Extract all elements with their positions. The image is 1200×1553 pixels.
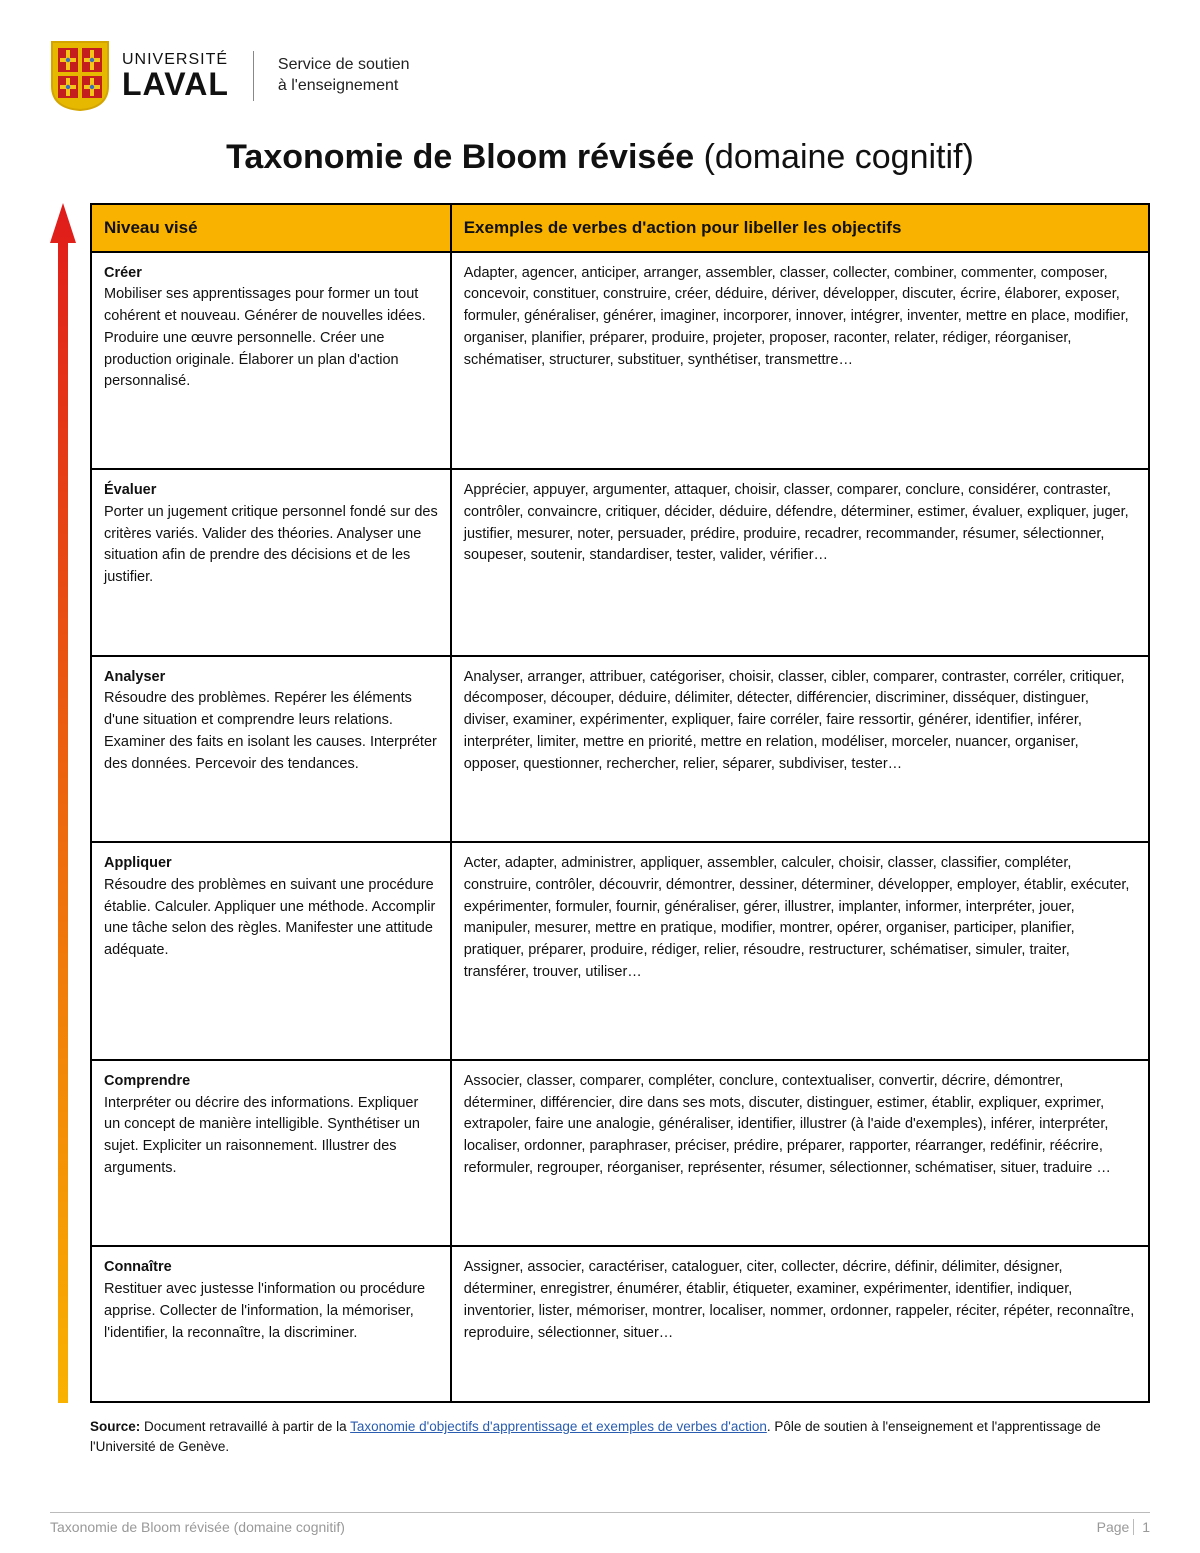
level-title: Créer [104, 265, 142, 281]
table-row: Analyser Résoudre des problèmes. Repérer … [91, 656, 1149, 843]
level-desc: Résoudre des problèmes en suivant une pr… [104, 877, 435, 958]
page-label: Page [1097, 1519, 1130, 1535]
level-title: Évaluer [104, 482, 156, 498]
page-title: Taxonomie de Bloom révisée (domaine cogn… [50, 138, 1150, 177]
title-bold: Taxonomie de Bloom révisée [226, 138, 694, 176]
level-cell: Évaluer Porter un jugement critique perso… [91, 469, 451, 656]
title-rest: (domaine cognitif) [694, 138, 974, 176]
level-title: Comprendre [104, 1073, 190, 1089]
level-desc: Restituer avec justesse l'information ou… [104, 1281, 425, 1341]
source-note: Source: Document retravaillé à partir de… [90, 1417, 1150, 1456]
bloom-table: Niveau visé Exemples de verbes d'action … [90, 203, 1150, 1403]
verbs-cell: Analyser, arranger, attribuer, catégoris… [451, 656, 1149, 843]
university-name: UNIVERSITÉ LAVAL [122, 52, 229, 100]
table-row: Appliquer Résoudre des problèmes en suiva… [91, 842, 1149, 1060]
table-row: Créer Mobiliser ses apprentissages pour f… [91, 252, 1149, 470]
col1-header: Niveau visé [91, 204, 451, 252]
source-prefix: Source: [90, 1419, 144, 1434]
university-line2: LAVAL [122, 68, 229, 100]
header-divider [253, 51, 254, 101]
page: UNIVERSITÉ LAVAL Service de soutien à l'… [0, 0, 1200, 1553]
table-row: Évaluer Porter un jugement critique perso… [91, 469, 1149, 656]
service-line1: Service de soutien [278, 55, 410, 76]
level-desc: Interpréter ou décrire des informations.… [104, 1095, 420, 1176]
footer-left: Taxonomie de Bloom révisée (domaine cogn… [50, 1519, 345, 1535]
table-row: Comprendre Interpréter ou décrire des inf… [91, 1060, 1149, 1247]
logo-block: UNIVERSITÉ LAVAL [50, 40, 229, 112]
source-link[interactable]: Taxonomie d'objectifs d'apprentissage et… [350, 1419, 767, 1434]
level-cell: Analyser Résoudre des problèmes. Repérer … [91, 656, 451, 843]
level-cell: Appliquer Résoudre des problèmes en suiva… [91, 842, 451, 1060]
level-title: Analyser [104, 669, 165, 685]
content-row: Niveau visé Exemples de verbes d'action … [50, 203, 1150, 1403]
level-desc: Mobiliser ses apprentissages pour former… [104, 286, 426, 389]
verbs-cell: Acter, adapter, administrer, appliquer, … [451, 842, 1149, 1060]
level-desc: Porter un jugement critique personnel fo… [104, 504, 438, 585]
arrow-column [50, 203, 76, 1403]
footer-right: Page 1 [1097, 1519, 1150, 1535]
level-cell: Connaître Restituer avec justesse l'infor… [91, 1246, 451, 1402]
verbs-cell: Apprécier, appuyer, argumenter, attaquer… [451, 469, 1149, 656]
level-title: Connaître [104, 1259, 172, 1275]
upward-arrow-icon [50, 203, 76, 1403]
page-number: 1 [1133, 1519, 1150, 1535]
level-desc: Résoudre des problèmes. Repérer les élém… [104, 690, 437, 771]
verbs-cell: Associer, classer, comparer, compléter, … [451, 1060, 1149, 1247]
header: UNIVERSITÉ LAVAL Service de soutien à l'… [50, 40, 1150, 112]
verbs-cell: Adapter, agencer, anticiper, arranger, a… [451, 252, 1149, 470]
verbs-cell: Assigner, associer, caractériser, catalo… [451, 1246, 1149, 1402]
service-name: Service de soutien à l'enseignement [278, 55, 410, 97]
col2-header: Exemples de verbes d'action pour libelle… [451, 204, 1149, 252]
footer: Taxonomie de Bloom révisée (domaine cogn… [50, 1512, 1150, 1535]
source-lead: Document retravaillé à partir de la [144, 1419, 350, 1434]
shield-icon [50, 40, 110, 112]
service-line2: à l'enseignement [278, 76, 410, 97]
level-cell: Créer Mobiliser ses apprentissages pour f… [91, 252, 451, 470]
table-header-row: Niveau visé Exemples de verbes d'action … [91, 204, 1149, 252]
table-row: Connaître Restituer avec justesse l'infor… [91, 1246, 1149, 1402]
level-cell: Comprendre Interpréter ou décrire des inf… [91, 1060, 451, 1247]
level-title: Appliquer [104, 855, 172, 871]
